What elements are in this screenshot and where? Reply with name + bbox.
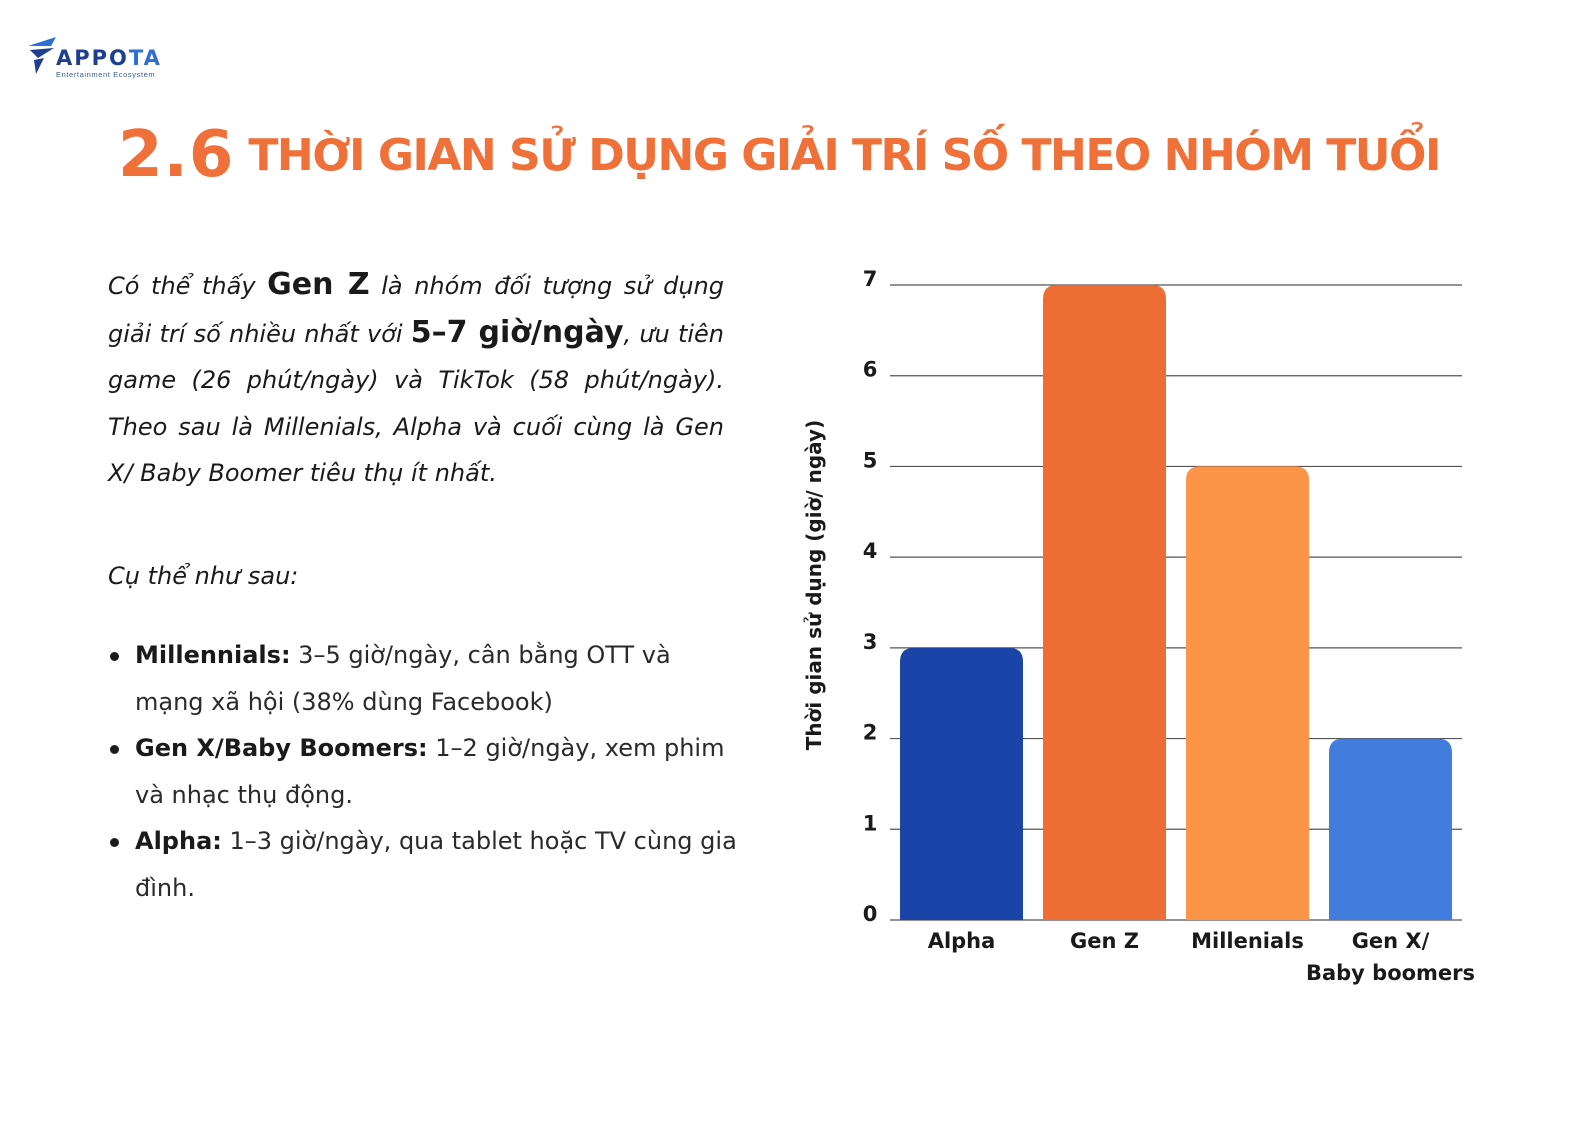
y-tick-label-2: 2 bbox=[863, 721, 878, 745]
list-item-label: Millennials: bbox=[135, 641, 291, 669]
usage-bar-chart: Thời gian sử dụng (giờ/ ngày) 0 1 2 3 4 5 6 7 Al… bbox=[790, 250, 1510, 1010]
list-item-text: 1–2 giờ/ngày, xem phim và nhạc thụ động. bbox=[135, 734, 725, 809]
x-category-label-3-1: Baby boomers bbox=[1306, 961, 1475, 985]
bar-2 bbox=[1186, 466, 1309, 920]
section-number: 2.6 bbox=[118, 118, 235, 192]
y-tick-label-5: 5 bbox=[863, 448, 878, 472]
y-tick-label-3: 3 bbox=[863, 630, 878, 654]
x-category-label-0-0: Alpha bbox=[928, 929, 996, 953]
logo-wordmark: APPOTA bbox=[56, 46, 162, 70]
y-tick-label-7: 7 bbox=[863, 267, 878, 291]
page-title: 2.6 THỜI GIAN SỬ DỤNG GIẢI TRÍ SỐ THEO NH… bbox=[118, 118, 1558, 192]
details-subheading: Cụ thể như sau: bbox=[108, 562, 299, 590]
intro-paragraph: Có thể thấy Gen Z là nhóm đối tượng sử d… bbox=[108, 267, 725, 487]
list-item: Alpha: 1–3 giờ/ngày, qua tablet hoặc TV … bbox=[108, 818, 738, 911]
age-group-list: Millennials: 3–5 giờ/ngày, cân bằng OTT … bbox=[108, 632, 738, 911]
chart-canvas: 0 1 2 3 4 5 6 7 Alpha Gen Z Millenials Gen X/Baby b… bbox=[863, 267, 1475, 985]
x-category-label-2-0: Millenials bbox=[1191, 929, 1304, 953]
bar-0 bbox=[900, 647, 1023, 920]
list-item-label: Alpha: bbox=[135, 827, 222, 855]
y-tick-label-1: 1 bbox=[863, 811, 878, 835]
list-item-text: 3–5 giờ/ngày, cân bằng OTT và mạng xã hộ… bbox=[135, 641, 671, 716]
list-item: Millennials: 3–5 giờ/ngày, cân bằng OTT … bbox=[108, 632, 738, 725]
bar-3 bbox=[1329, 738, 1452, 920]
list-item: Gen X/Baby Boomers: 1–2 giờ/ngày, xem ph… bbox=[108, 725, 738, 818]
appota-logo-mark bbox=[28, 37, 56, 74]
list-item-label: Gen X/Baby Boomers: bbox=[135, 734, 428, 762]
x-category-label-1-0: Gen Z bbox=[1070, 929, 1139, 953]
x-category-label-3-0: Gen X/ bbox=[1352, 929, 1430, 953]
gen-z-highlight: Gen Z bbox=[267, 267, 370, 302]
appota-logo: APPOTA Entertainment Ecosystem bbox=[26, 34, 186, 84]
list-item-text: 1–3 giờ/ngày, qua tablet hoặc TV cùng gi… bbox=[135, 827, 737, 902]
y-tick-label-4: 4 bbox=[863, 539, 878, 563]
y-tick-label-0: 0 bbox=[863, 902, 878, 926]
hours-highlight: 5–7 giờ/ngày bbox=[410, 314, 624, 350]
bar-1 bbox=[1043, 285, 1166, 920]
section-title: THỜI GIAN SỬ DỤNG GIẢI TRÍ SỐ THEO NHÓM … bbox=[248, 130, 1441, 181]
logo-tagline: Entertainment Ecosystem bbox=[56, 70, 156, 79]
y-tick-label-6: 6 bbox=[863, 358, 878, 382]
